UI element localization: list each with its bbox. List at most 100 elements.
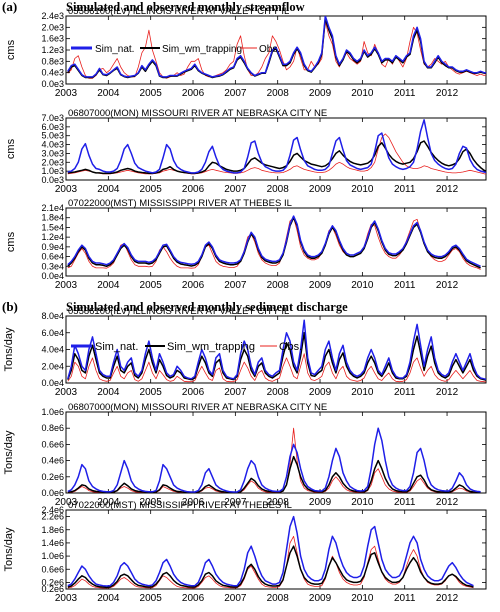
y-tick-label: 1.2e4 — [41, 232, 64, 242]
y-tick-label: 6.0e3 — [41, 122, 64, 132]
series-line-sim-wm-trapping — [67, 140, 486, 175]
y-tick-label: 1.2e3 — [41, 45, 64, 55]
x-tick-label: 2009 — [309, 88, 332, 99]
series-line-obs — [67, 427, 481, 493]
series-line-obs — [67, 217, 481, 270]
y-tick-label: 0.2e6 — [41, 584, 64, 594]
x-tick-label: 2012 — [436, 88, 459, 99]
x-tick-label: 2012 — [436, 593, 459, 604]
legend-b-sim-nat-label: Sim_nat. — [95, 341, 138, 353]
section-a-letter: (a) — [2, 0, 17, 14]
y-axis-label: cms — [5, 39, 17, 60]
y-tick-label: 2.4e3 — [41, 11, 64, 21]
y-tick-label: 0.2e6 — [41, 577, 64, 587]
y-tick-label: 1.0e6 — [41, 407, 64, 417]
panel-title: 06807000(MON) MISSOURI RIVER AT NEBRASKA… — [68, 402, 327, 413]
x-tick-label: 2005 — [140, 184, 163, 195]
x-tick-label: 2006 — [182, 280, 205, 291]
section-b-letter: (b) — [2, 299, 18, 314]
legend-a-sim-nat-label: Sim_nat. — [95, 44, 134, 55]
y-tick-label: 1.8e4 — [41, 213, 64, 223]
y-tick-label: 2.2e6 — [41, 512, 64, 522]
x-tick-label: 2007 — [224, 387, 247, 398]
legend-a-obs-label: Obs. — [259, 44, 280, 55]
x-tick-label: 2007 — [224, 88, 247, 99]
y-axis-label: Tons/day — [3, 327, 15, 372]
chart-panel-b2: 06807000(MON) MISSOURI RIVER AT NEBRASKA… — [3, 402, 487, 508]
series-line-sim-wm-trapping — [67, 545, 474, 589]
chart-panel-a1: 05586100(ILV) ILLINOIS RIVER AT VALLEY C… — [5, 6, 487, 99]
x-tick-label: 2010 — [351, 387, 374, 398]
series-line-obs — [67, 21, 486, 79]
x-tick-label: 2006 — [182, 88, 205, 99]
y-tick-label: 0.3e4 — [41, 261, 64, 271]
x-tick-label: 2010 — [351, 280, 374, 291]
x-tick-label: 2004 — [97, 280, 120, 291]
x-tick-label: 2009 — [309, 593, 332, 604]
panel-title: 05586100(ILV) ILLINOIS RIVER AT VALLEY C… — [68, 306, 289, 317]
x-tick-label: 2004 — [97, 497, 120, 508]
y-tick-label: 1.0e3 — [41, 166, 64, 176]
chart-panel-a3: 07022000(MST) MISSISSIPPI RIVER AT THEBE… — [5, 198, 487, 291]
series-line-sim-nat — [67, 427, 481, 493]
legend-b-obs-label: Obs. — [279, 341, 302, 353]
plot-frame — [65, 207, 487, 277]
y-tick-label: 5.0e3 — [41, 131, 64, 141]
x-tick-label: 2004 — [97, 184, 120, 195]
x-tick-label: 2003 — [55, 593, 78, 604]
plot-frame — [65, 509, 487, 590]
x-tick-label: 2011 — [394, 88, 416, 99]
y-tick-label: 4.0e4 — [41, 345, 64, 355]
x-tick-label: 2008 — [267, 593, 290, 604]
y-tick-label: 2.4e6 — [41, 505, 64, 515]
plot-frame — [65, 117, 487, 181]
x-tick-label: 2008 — [267, 184, 290, 195]
y-tick-label: 0.0e3 — [41, 79, 64, 89]
x-tick-label: 2007 — [224, 593, 247, 604]
y-tick-label: 1.8e6 — [41, 525, 64, 535]
x-tick-label: 2007 — [224, 497, 247, 508]
y-tick-label: 4.0e3 — [41, 140, 64, 150]
x-tick-label: 2012 — [436, 280, 459, 291]
section-b-title: Simulated and observed monthly sediment … — [66, 300, 348, 314]
y-tick-label: 6.0e4 — [41, 328, 64, 338]
y-tick-label: 0.6e6 — [41, 439, 64, 449]
x-tick-label: 2009 — [309, 497, 332, 508]
x-tick-label: 2011 — [394, 387, 416, 398]
x-tick-label: 2008 — [267, 280, 290, 291]
y-tick-label: 0.0e6 — [41, 488, 64, 498]
y-axis-label: Tons/day — [3, 430, 15, 475]
y-tick-label: 8.0e4 — [41, 311, 64, 321]
y-axis-label: cms — [5, 138, 17, 159]
y-tick-label: 0.2e6 — [41, 472, 64, 482]
y-tick-label: 0.8e6 — [41, 423, 64, 433]
x-tick-label: 2003 — [55, 184, 78, 195]
x-tick-label: 2010 — [351, 88, 374, 99]
series-line-sim-wm-trapping — [67, 332, 486, 381]
panel-title: 06807000(MON) MISSOURI RIVER AT NEBRASKA… — [68, 108, 327, 119]
y-tick-label: 0.9e4 — [41, 242, 64, 252]
y-tick-label: 7.0e3 — [41, 113, 64, 123]
y-tick-label: 0.6e6 — [41, 564, 64, 574]
x-tick-label: 2012 — [436, 184, 459, 195]
x-tick-label: 2005 — [140, 497, 163, 508]
legend-b-sim-wm-label: Sim_wm_trapping — [167, 341, 255, 353]
x-tick-label: 2010 — [351, 593, 374, 604]
x-tick-label: 2011 — [394, 280, 416, 291]
y-tick-label: 0.8e3 — [41, 56, 64, 66]
series-line-obs — [67, 133, 486, 175]
x-tick-label: 2009 — [309, 280, 332, 291]
series-line-sim-nat — [67, 215, 481, 267]
x-tick-label: 2003 — [55, 497, 78, 508]
y-tick-label: 2.0e4 — [41, 361, 64, 371]
chart-panel-a2: 06807000(MON) MISSOURI RIVER AT NEBRASKA… — [5, 108, 487, 195]
chart-panel-b3: 07022000(MST) MISSISSIPPI RIVER AT THEBE… — [3, 500, 487, 604]
x-tick-label: 2005 — [140, 387, 163, 398]
series-line-sim-nat — [67, 319, 486, 381]
x-tick-label: 2006 — [182, 184, 205, 195]
series-line-obs — [67, 535, 474, 589]
x-tick-label: 2008 — [267, 88, 290, 99]
x-tick-label: 2008 — [267, 387, 290, 398]
y-tick-label: 3.0e3 — [41, 148, 64, 158]
